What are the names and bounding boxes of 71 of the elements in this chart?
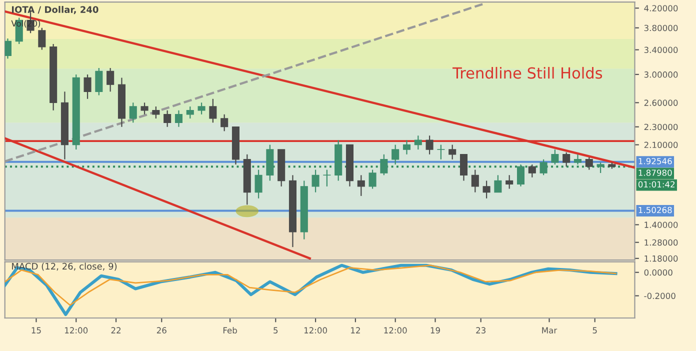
candlestick [323,169,331,187]
y-tick-label: 1.40000 [644,222,678,228]
candlestick [448,144,456,160]
x-tick-label: 12 [351,327,360,334]
x-tick-label: 12:00 [65,327,88,334]
candlestick [357,174,365,196]
candlestick [426,135,434,155]
candlestick [471,169,479,193]
candlestick [129,102,137,124]
chart-title: MACD (12, 26, close, 9) [12,262,117,271]
candlestick [402,140,411,155]
y-tick-label: 3.00000 [644,71,678,78]
x-tick-label: 22 [111,327,120,334]
candlestick [562,152,570,168]
y-tick-label: 3.40000 [644,46,678,54]
x-tick-label: Feb [223,327,237,334]
candlestick [220,114,228,132]
text: 01:01:42 [638,181,674,188]
candlestick [106,67,114,92]
candlestick [460,154,468,182]
ref-line-label: 1.50268 [638,206,672,214]
y-tick-label: 1.18000 [644,255,678,262]
y-tick-label: 2.30000 [644,124,678,130]
candlestick [506,174,514,190]
chart-title: IOTA / Dollar, 240 [12,6,98,14]
x-tick-label: 12:00 [384,327,407,334]
x-tick-label: 19 [430,327,440,334]
candlestick [516,164,525,187]
x-tick-label: 15 [32,327,41,334]
candlestick [380,154,388,176]
candlestick [596,162,604,174]
y-tick-label: 2.10000 [644,142,678,148]
candlestick [95,67,103,96]
candlestick [312,169,320,193]
annotation: Trendline Still Holds [452,66,602,79]
candlestick [551,148,559,166]
candlestick [414,135,422,150]
candlestick [482,180,490,199]
candlestick [494,174,502,193]
candlestick [368,169,376,190]
y-tick-label: 3.80000 [644,24,678,32]
x-tick-label: 23 [476,327,486,334]
candlestick [540,158,548,176]
candlestick [140,102,148,115]
y-tick-label: -0.2000 [644,292,676,300]
x-tick-label: 5 [274,327,278,334]
candlestick [392,144,400,166]
y-tick-label: 0.0000 [644,269,672,276]
candlestick [186,106,194,119]
candlestick [38,27,46,50]
candlestick [174,110,182,128]
y-tick-label: 4.20000 [644,5,678,12]
candlestick [574,154,582,166]
candlestick [84,74,92,100]
candlestick [209,98,217,124]
candlestick [528,164,536,178]
candlestick [152,106,160,119]
ref-line-label: 1.87980 [638,170,672,176]
ref-line-label: 1.92546 [638,158,672,164]
x-tick-label: 26 [156,327,166,334]
candlestick [585,156,593,170]
x-tick-label: 12:00 [304,327,327,334]
y-tick-label: 1.28000 [644,239,678,246]
y-tick-label: 2.60000 [644,100,678,106]
candlestick [198,102,206,115]
candlestick [4,38,12,60]
x-tick-label: Mar [542,327,558,334]
candlestick [437,144,445,160]
x-tick-label: 5 [592,327,597,334]
candlestick [164,110,172,128]
candlestick [254,169,262,199]
